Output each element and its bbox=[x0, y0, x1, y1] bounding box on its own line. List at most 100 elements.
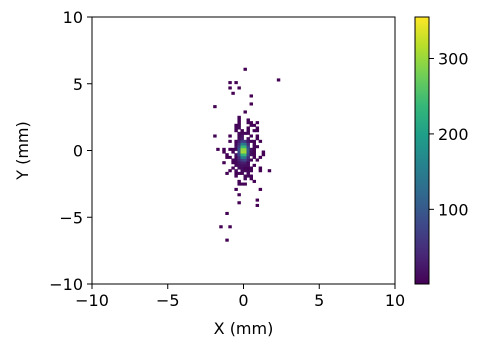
heatmap-cell bbox=[243, 67, 247, 71]
heatmap-cell bbox=[240, 147, 244, 151]
heatmap-cell bbox=[252, 145, 257, 149]
heatmap-cell bbox=[243, 163, 247, 167]
heatmap-cell bbox=[246, 166, 250, 170]
heatmap-cell bbox=[237, 201, 241, 205]
heatmap-cell bbox=[246, 174, 250, 178]
heatmap-cell bbox=[237, 171, 241, 175]
heatmap-cell bbox=[237, 150, 241, 154]
heatmap-cell bbox=[246, 150, 250, 154]
heatmap-cell bbox=[249, 169, 253, 173]
heatmap-cell bbox=[234, 129, 238, 133]
x-tick-label: −10 bbox=[75, 291, 109, 310]
heatmap-cell bbox=[237, 126, 241, 130]
heatmap-cell bbox=[234, 174, 238, 178]
heatmap-cell bbox=[249, 134, 253, 138]
heatmap-cell bbox=[237, 163, 241, 167]
heatmap-cell bbox=[240, 163, 244, 167]
heatmap-cell bbox=[249, 174, 253, 178]
heatmap-cell bbox=[243, 139, 247, 143]
heatmap-cell bbox=[252, 139, 257, 143]
heatmap-cell bbox=[225, 171, 229, 175]
heatmap-cell bbox=[240, 150, 244, 154]
heatmap-cell bbox=[216, 147, 220, 151]
x-axis-ticks: −10 −5 0 5 10 bbox=[75, 284, 405, 310]
heatmap-cell bbox=[234, 139, 238, 143]
heatmap-cell bbox=[246, 129, 250, 133]
heatmap-cell bbox=[234, 161, 238, 165]
heatmap-cell bbox=[240, 153, 244, 157]
y-tick-label: 0 bbox=[73, 142, 83, 161]
heatmap-cell bbox=[240, 134, 244, 138]
heatmap-cell bbox=[249, 153, 253, 157]
heatmap-cell bbox=[237, 193, 241, 197]
heatmap-cell bbox=[246, 121, 250, 125]
heatmap-cell bbox=[225, 238, 229, 242]
x-tick-label: 10 bbox=[385, 291, 405, 310]
heatmap-cell bbox=[255, 145, 260, 149]
heatmap-cell bbox=[258, 187, 263, 191]
heatmap-cell bbox=[213, 134, 217, 138]
heatmap-cell bbox=[234, 163, 238, 167]
colorbar-tick-label: 300 bbox=[438, 49, 469, 68]
heatmap-cell bbox=[231, 166, 235, 170]
heatmap-cell bbox=[243, 177, 247, 181]
heatmap-cell bbox=[252, 129, 257, 133]
heatmap-cell bbox=[243, 174, 247, 178]
heatmap-cell bbox=[228, 169, 232, 173]
heatmap-cell bbox=[222, 147, 226, 151]
heatmap-cell bbox=[267, 169, 272, 173]
heatmap-cell bbox=[243, 161, 247, 165]
heatmap-cell bbox=[249, 177, 253, 181]
heatmap-cell bbox=[261, 153, 266, 157]
heatmap-cell bbox=[219, 225, 223, 229]
heatmap-cell bbox=[255, 137, 260, 141]
heatmap-cell bbox=[237, 179, 241, 183]
heatmap-cell bbox=[246, 153, 250, 157]
heatmap-cell bbox=[252, 150, 257, 154]
heatmap-cell bbox=[246, 169, 250, 173]
heatmap-cell bbox=[243, 147, 247, 151]
heatmap-cell bbox=[243, 169, 247, 173]
heatmap-cell bbox=[237, 166, 241, 170]
heatmap-cell bbox=[237, 139, 241, 143]
heatmap-cell bbox=[240, 161, 244, 165]
heatmap-cell bbox=[252, 155, 257, 159]
heatmap-cell bbox=[243, 150, 247, 154]
heatmap-cell bbox=[234, 187, 238, 191]
heatmap-cell bbox=[231, 91, 235, 95]
heatmap-cell bbox=[240, 155, 244, 159]
heatmap-cell bbox=[231, 147, 235, 151]
heatmap-cell bbox=[237, 161, 241, 165]
heatmap-cell bbox=[234, 123, 238, 127]
heatmap-cell bbox=[237, 134, 241, 138]
heatmap-cell bbox=[243, 142, 247, 146]
heatmap-cell bbox=[255, 126, 260, 130]
heatmap-cell bbox=[258, 155, 263, 159]
heatmap-cell bbox=[228, 225, 232, 229]
heatmap-cell bbox=[213, 105, 217, 109]
heatmap-cell bbox=[249, 139, 253, 143]
heatmap-cell bbox=[252, 179, 257, 183]
heatmap-cell bbox=[234, 147, 238, 151]
heatmap-cells bbox=[213, 67, 281, 242]
heatmap-cell bbox=[237, 155, 241, 159]
heatmap-cell bbox=[252, 142, 257, 146]
heatmap-cell bbox=[237, 123, 241, 127]
heatmap-cell bbox=[240, 131, 244, 135]
heatmap-cell bbox=[255, 129, 260, 133]
heatmap-cell bbox=[237, 158, 241, 162]
heatmap-cell bbox=[246, 118, 250, 122]
heatmap-cell bbox=[255, 203, 260, 207]
heatmap-cell bbox=[249, 150, 253, 154]
heatmap-cell bbox=[240, 158, 244, 162]
heatmap-cell bbox=[237, 153, 241, 157]
x-tick-label: 5 bbox=[314, 291, 324, 310]
heatmap-cell bbox=[237, 118, 241, 122]
heatmap-cell bbox=[243, 155, 247, 159]
y-axis-ticks: −10 −5 0 5 10 bbox=[49, 8, 92, 294]
heatmap-cell bbox=[246, 139, 250, 143]
heatmap-cell bbox=[222, 150, 226, 154]
heatmap-cell bbox=[234, 81, 238, 85]
heatmap-cell bbox=[231, 150, 235, 154]
heatmap-cell bbox=[228, 86, 232, 90]
